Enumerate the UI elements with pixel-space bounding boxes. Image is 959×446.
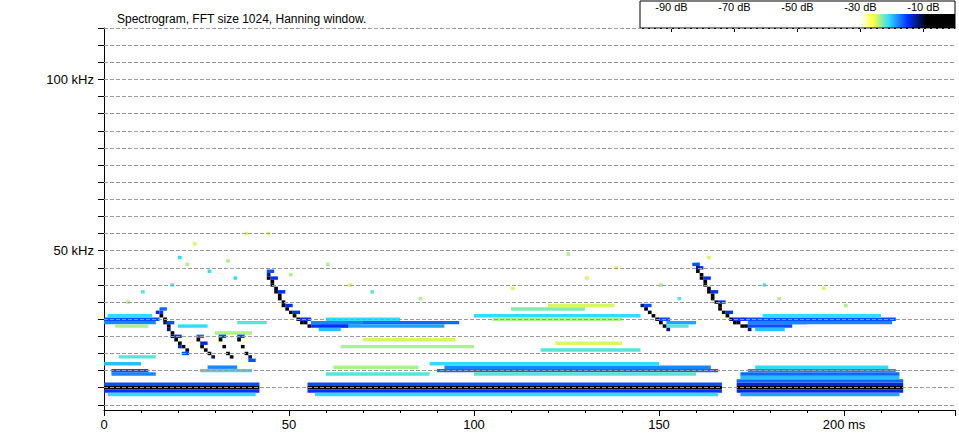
svg-text:-30 dB: -30 dB: [844, 1, 876, 13]
svg-text:50: 50: [282, 417, 296, 432]
svg-text:0: 0: [100, 417, 107, 432]
svg-text:200 ms: 200 ms: [823, 417, 866, 432]
svg-text:-70 dB: -70 dB: [718, 1, 750, 13]
svg-text:100: 100: [463, 417, 485, 432]
svg-text:150: 150: [648, 417, 670, 432]
svg-text:Spectrogram, FFT size 1024, Ha: Spectrogram, FFT size 1024, Hanning wind…: [117, 12, 366, 26]
svg-text:-50 dB: -50 dB: [781, 1, 813, 13]
svg-text:-90 dB: -90 dB: [655, 1, 687, 13]
svg-text:-10 dB: -10 dB: [907, 1, 939, 13]
svg-text:100 kHz: 100 kHz: [46, 72, 94, 87]
svg-text:50 kHz: 50 kHz: [54, 243, 94, 258]
